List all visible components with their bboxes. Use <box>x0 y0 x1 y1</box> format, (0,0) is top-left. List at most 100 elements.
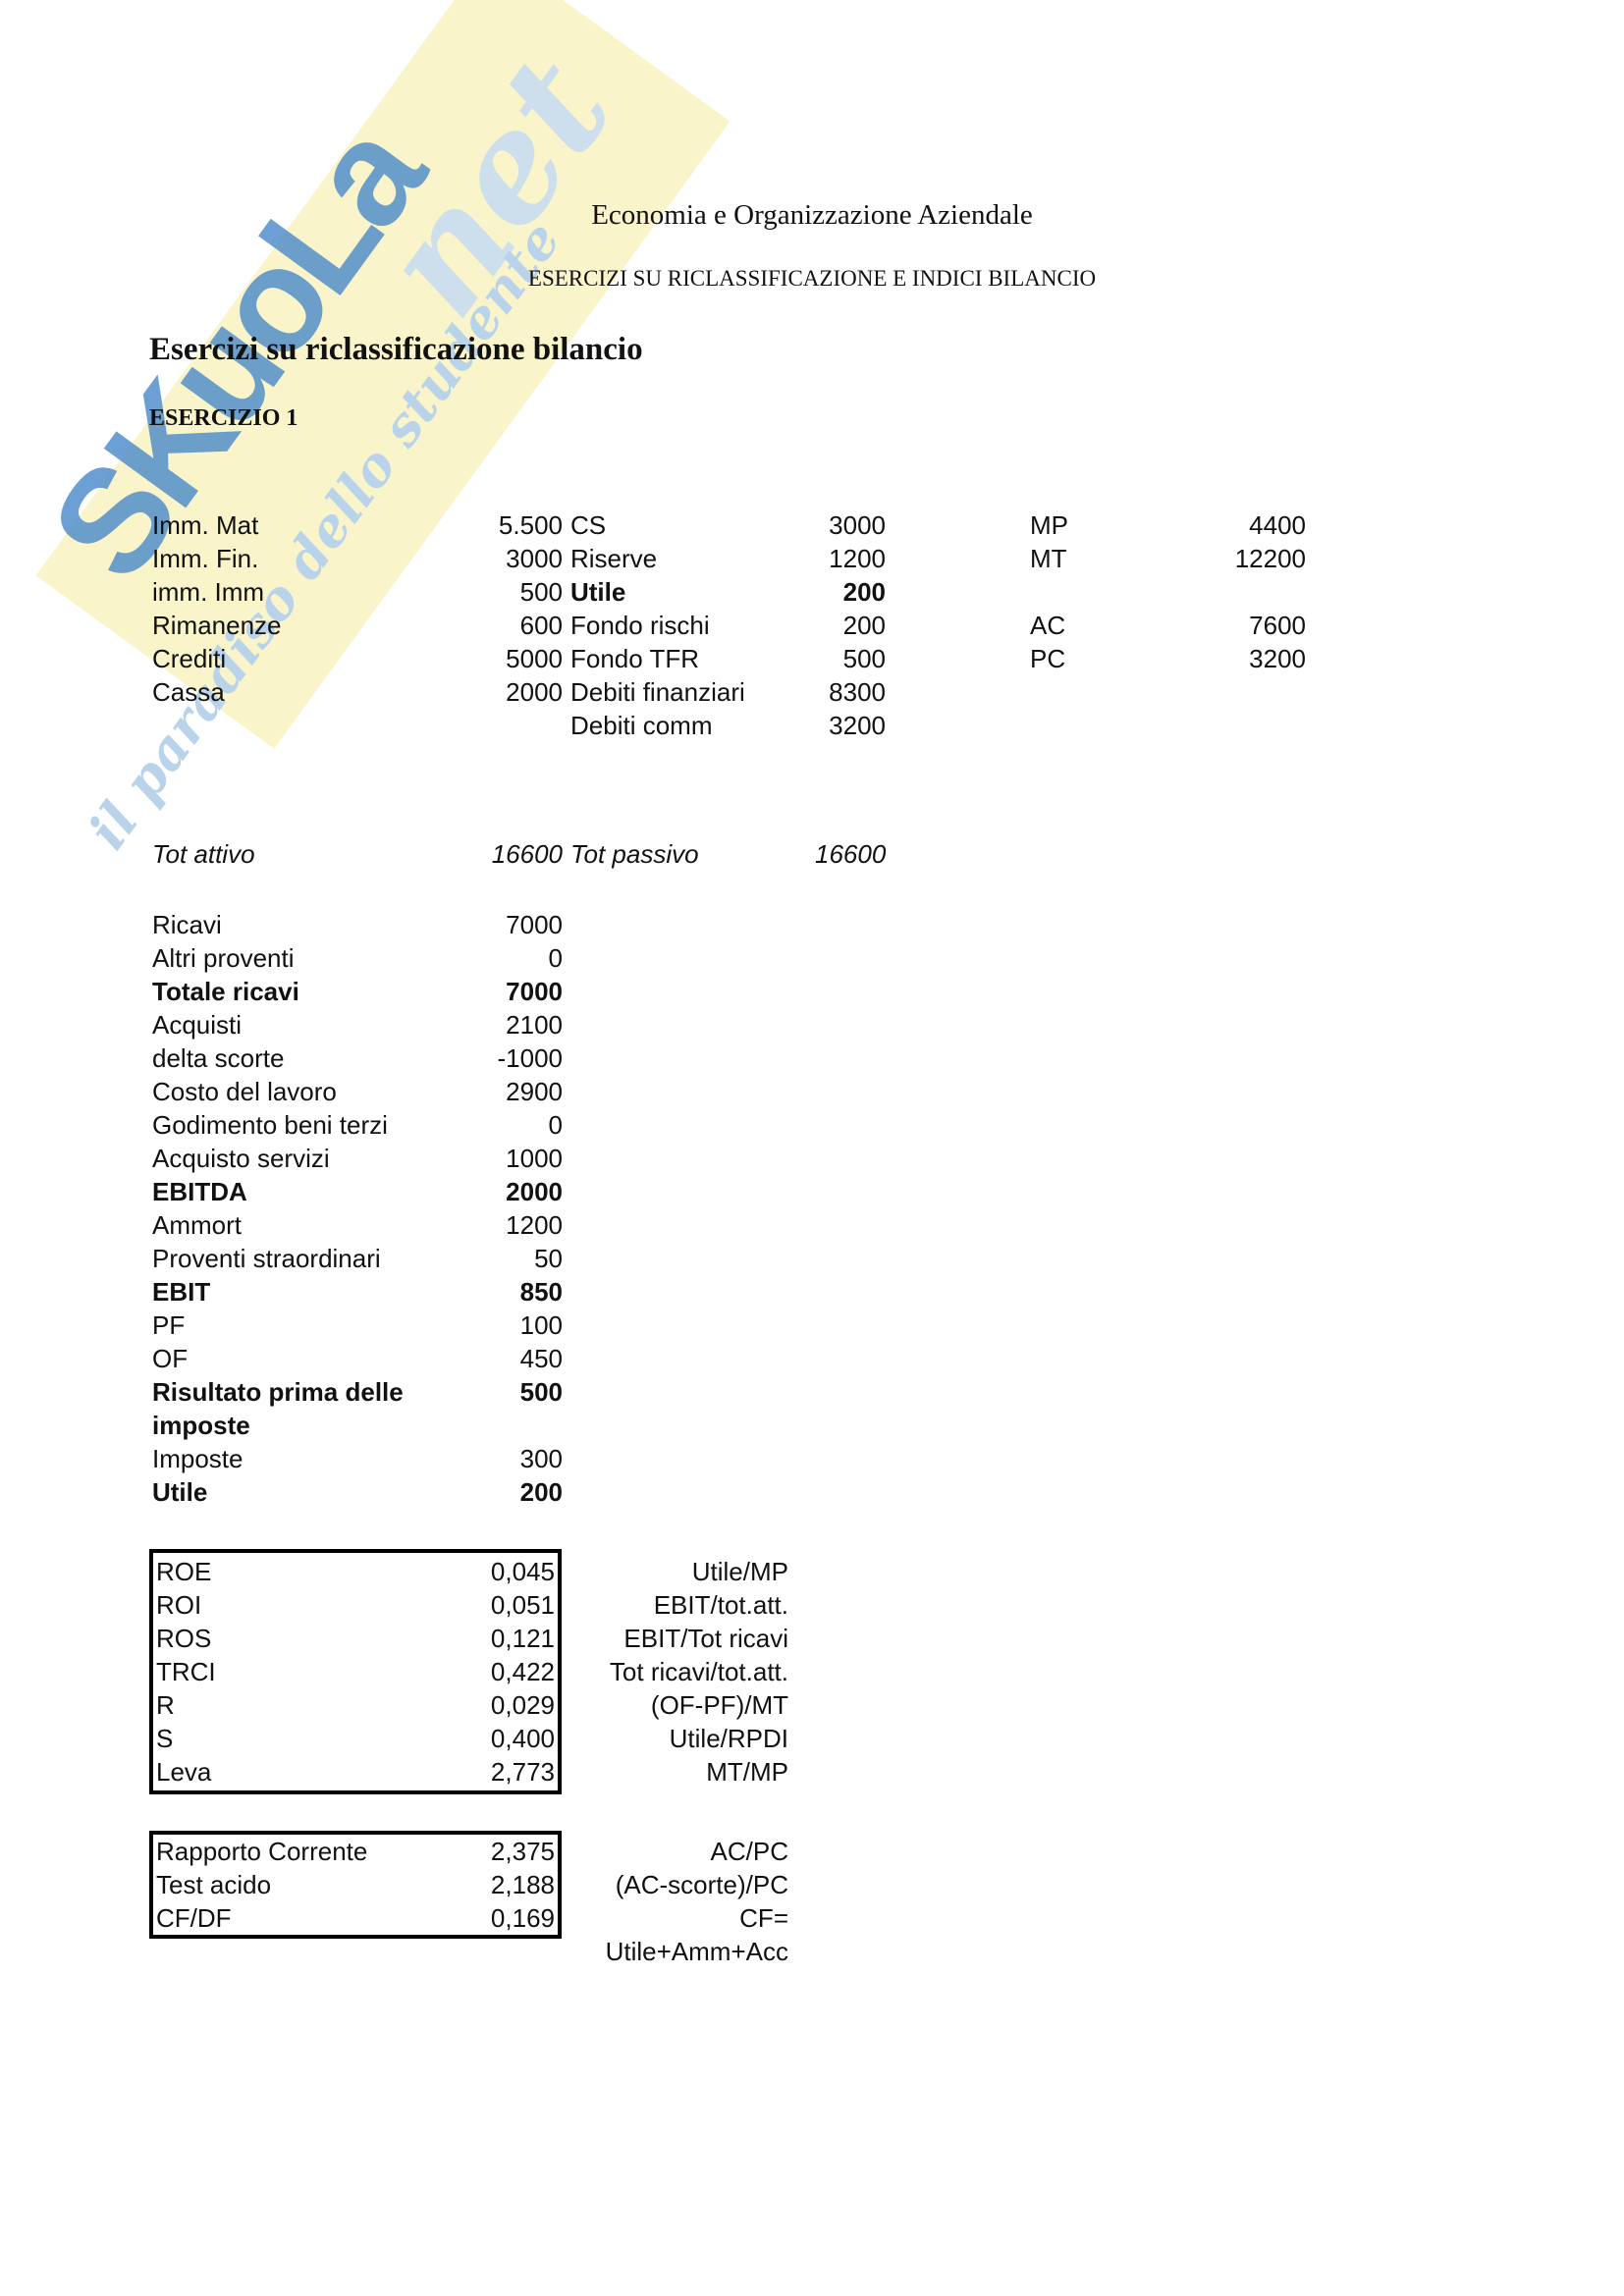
ratio-value: 0,422 <box>490 1657 555 1686</box>
income-value: 0 <box>548 1110 563 1140</box>
aggregate-label <box>886 575 1167 609</box>
ratio-formula: Tot ricavi/tot.att. <box>609 1657 788 1686</box>
income-label: EBITDA <box>152 1177 247 1206</box>
income-value: 850 <box>519 1277 563 1307</box>
aggregate-value <box>1167 575 1306 609</box>
asset-label: Imm. Mat <box>152 510 259 540</box>
ratio-formula: EBIT/Tot ricavi <box>623 1624 788 1653</box>
aggregate-value <box>1167 675 1306 709</box>
ratio-label: ROE <box>156 1557 212 1586</box>
aggregate-value <box>1167 709 1306 742</box>
income-statement-table: Ricavi 7000 Altri proventi 0 Totale rica… <box>152 908 563 1509</box>
ratio-value: 0,051 <box>490 1590 555 1620</box>
asset-label: Rimanenze <box>152 611 282 640</box>
asset-label: Cassa <box>152 677 225 707</box>
income-label: Proventi straordinari <box>152 1244 381 1273</box>
income-value: 2000 <box>506 1177 563 1206</box>
ratio-value: 0,121 <box>490 1624 555 1653</box>
income-row: Risultato prima delle 500 <box>152 1375 563 1409</box>
ratio-row: Leva 2,773 <box>156 1755 555 1789</box>
income-row: delta scorte -1000 <box>152 1041 563 1075</box>
aggregate-value: 3200 <box>1249 644 1306 673</box>
income-row: PF 100 <box>152 1308 563 1342</box>
ratio-row: S 0,400 <box>156 1722 555 1755</box>
income-value: 450 <box>519 1344 563 1373</box>
liquidity-formula: (AC-scorte)/PC <box>615 1870 788 1899</box>
aggregate-value: 12200 <box>1234 544 1306 573</box>
income-row: Ammort 1200 <box>152 1208 563 1242</box>
ratio-row: ROS 0,121 <box>156 1622 555 1655</box>
exercise-heading: ESERCIZIO 1 <box>149 405 298 431</box>
asset-value: 2000 <box>506 677 563 707</box>
liquidity-row: CF/DF 0,169 <box>156 1901 555 1935</box>
balance-row: imm. Imm 500 Utile 200 <box>152 575 1306 609</box>
liability-value: 200 <box>842 577 886 607</box>
totals-row: Tot attivo 16600 Tot passivo 16600 <box>152 837 886 871</box>
ratio-formula: Utile/MP <box>691 1557 788 1586</box>
liability-value: 500 <box>842 644 886 673</box>
ratio-value: 0,400 <box>490 1724 555 1753</box>
asset-value <box>403 709 563 742</box>
ratio-value: 0,029 <box>490 1690 555 1720</box>
total-assets-value: 16600 <box>491 839 563 869</box>
income-row: Altri proventi 0 <box>152 941 563 975</box>
income-label: Imposte <box>152 1444 244 1473</box>
asset-value: 5.500 <box>498 510 563 540</box>
liability-value: 3000 <box>829 510 886 540</box>
liability-label: Riserve <box>570 544 658 573</box>
balance-row: Imm. Mat 5.500 CS 3000 MP 4400 <box>152 508 1306 542</box>
asset-value: 3000 <box>506 544 563 573</box>
income-row: EBITDA 2000 <box>152 1175 563 1208</box>
liability-label: Debiti comm <box>570 711 713 740</box>
income-label: Acquisto servizi <box>152 1144 330 1173</box>
ratio-row: ROE 0,045 <box>156 1555 555 1588</box>
income-label: Risultato prima delle <box>152 1377 404 1407</box>
income-label: Acquisti <box>152 1010 243 1040</box>
liability-label: Debiti finanziari <box>570 677 745 707</box>
income-label: Ricavi <box>152 910 222 939</box>
asset-value: 5000 <box>506 644 563 673</box>
ratio-label: TRCI <box>156 1657 216 1686</box>
income-row: Ricavi 7000 <box>152 908 563 941</box>
liquidity-value: 2,188 <box>490 1870 555 1899</box>
income-row: Acquisto servizi 1000 <box>152 1142 563 1175</box>
income-value: 200 <box>519 1477 563 1507</box>
total-liabilities-label: Tot passivo <box>570 839 699 869</box>
income-value: 1200 <box>506 1210 563 1240</box>
balance-row: Rimanenze 600 Fondo rischi 200 AC 7600 <box>152 609 1306 642</box>
ratio-value: 2,773 <box>490 1757 555 1787</box>
ratio-formula: EBIT/tot.att. <box>653 1590 788 1620</box>
doc-subtitle: ESERCIZI SU RICLASSIFICAZIONE E INDICI B… <box>527 266 1097 291</box>
liquidity-label: Rapporto Corrente <box>156 1837 368 1866</box>
liquidity-table: Rapporto Corrente 2,375 Test acido 2,188… <box>149 1831 562 1939</box>
asset-value: 600 <box>519 611 563 640</box>
income-row: EBIT 850 <box>152 1275 563 1308</box>
asset-value: 500 <box>519 577 563 607</box>
income-value: 500 <box>519 1377 563 1407</box>
ratio-row: ROI 0,051 <box>156 1588 555 1622</box>
income-value: 0 <box>548 943 563 973</box>
ratio-table: ROE 0,045 ROI 0,051 ROS 0,121 TRCI 0,422… <box>149 1549 562 1794</box>
income-label: PF <box>152 1310 186 1340</box>
liquidity-row: Rapporto Corrente 2,375 <box>156 1835 555 1868</box>
income-label: Utile <box>152 1477 208 1507</box>
liability-value: 8300 <box>829 677 886 707</box>
income-value: 7000 <box>506 977 563 1006</box>
income-row: Totale ricavi 7000 <box>152 975 563 1008</box>
liquidity-formulas: AC/PC (AC-scorte)/PC CF= Utile+Amm+Acc <box>569 1835 788 1966</box>
liability-label: Fondo TFR <box>570 644 700 673</box>
aggregate-label: MP <box>1030 510 1068 540</box>
aggregate-value: 7600 <box>1249 611 1306 640</box>
ratio-label: R <box>156 1690 175 1720</box>
aggregate-label <box>886 709 1167 742</box>
asset-label: imm. Imm <box>152 577 265 607</box>
liability-value: 3200 <box>829 711 886 740</box>
balance-row: Cassa 2000 Debiti finanziari 8300 <box>152 675 1306 709</box>
ratio-formula: MT/MP <box>706 1757 788 1787</box>
income-value: 300 <box>519 1444 563 1473</box>
income-value: 1000 <box>506 1144 563 1173</box>
aggregate-value: 4400 <box>1249 510 1306 540</box>
income-value: -1000 <box>497 1043 564 1073</box>
aggregate-label: MT <box>1030 544 1067 573</box>
liquidity-label: CF/DF <box>156 1903 232 1933</box>
